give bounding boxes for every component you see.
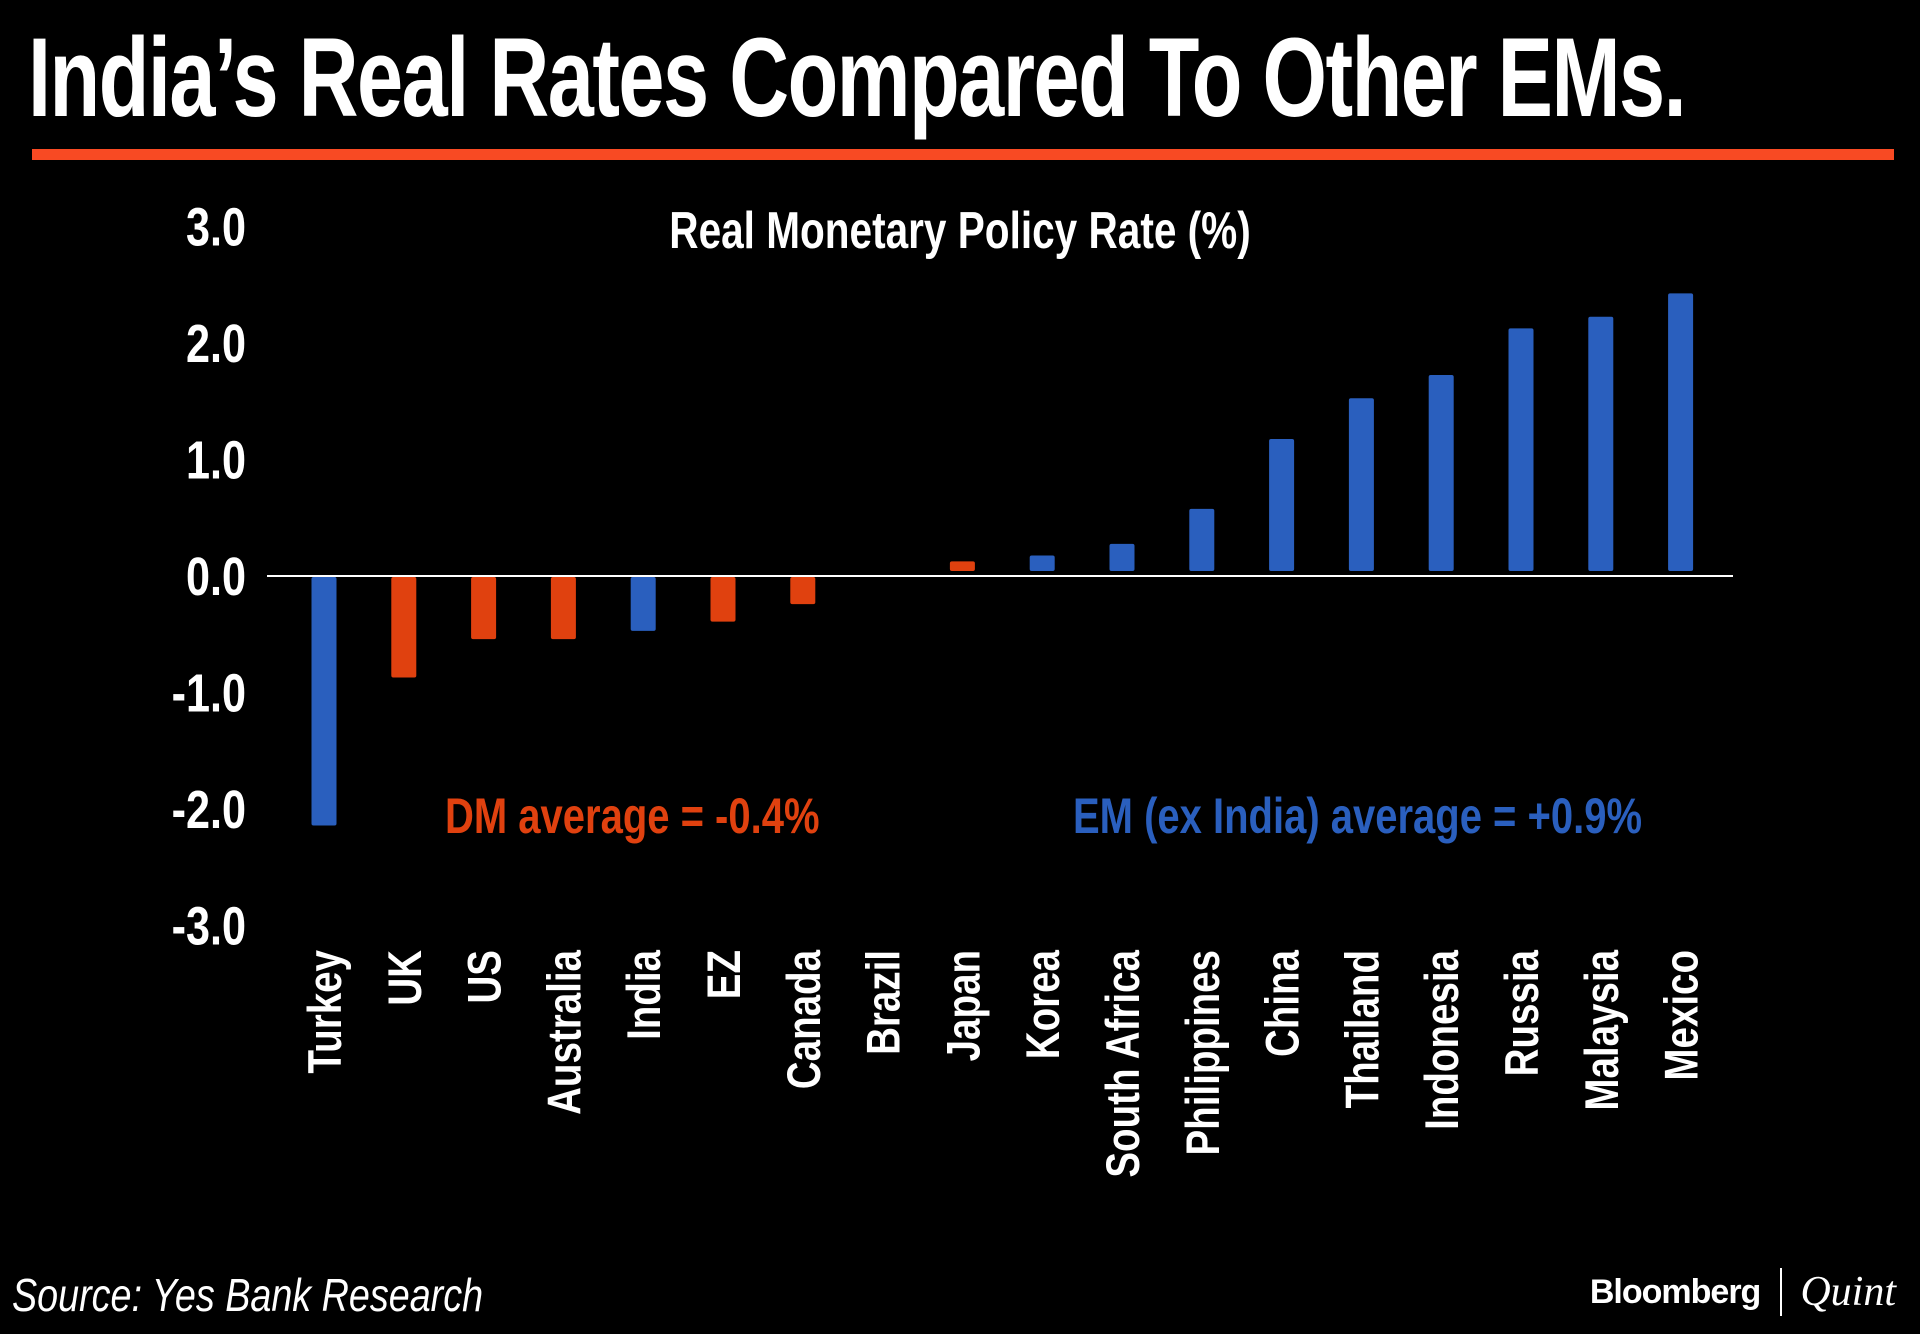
x-tick-label: US — [459, 950, 511, 1004]
title-underline — [32, 149, 1894, 160]
brand-divider — [1780, 1268, 1783, 1316]
x-tick-label: India — [619, 949, 671, 1040]
bar-malaysia — [1588, 316, 1614, 571]
bar-russia — [1508, 328, 1534, 571]
bar-us — [471, 577, 497, 640]
x-tick-label: South Africa — [1097, 949, 1149, 1178]
x-tick-label: Turkey — [299, 950, 351, 1074]
quint-wordmark: Quint — [1800, 1269, 1896, 1315]
x-tick-label: EZ — [698, 950, 750, 999]
bars — [311, 293, 1694, 826]
x-tick-label: Indonesia — [1417, 949, 1469, 1130]
chart-title: Real Monetary Policy Rate (%) — [669, 201, 1250, 259]
bar-australia — [550, 577, 576, 640]
brand-logo: Bloomberg Quint — [1590, 1262, 1896, 1322]
x-tick-label: Russia — [1496, 949, 1548, 1076]
bloomberg-wordmark: Bloomberg — [1589, 1272, 1761, 1311]
x-tick-label: Korea — [1018, 949, 1070, 1059]
y-tick-label: 0.0 — [186, 548, 246, 608]
bar-philippines — [1189, 508, 1215, 571]
bar-korea — [1029, 555, 1055, 571]
x-axis: Turkey UK US Australia India EZ Canada Brazil Ja… — [299, 949, 1708, 1178]
y-tick-label: -1.0 — [172, 664, 246, 724]
y-tick-label: 1.0 — [186, 431, 246, 491]
x-tick-label: UK — [379, 950, 431, 1006]
y-tick-label: 3.0 — [186, 198, 246, 258]
bar-china — [1269, 439, 1295, 571]
x-tick-label: Mexico — [1656, 950, 1708, 1081]
y-tick-label: -3.0 — [172, 897, 246, 957]
x-tick-label: Brazil — [858, 950, 910, 1055]
x-tick-label: China — [1257, 949, 1309, 1057]
bar-uk — [391, 577, 417, 678]
bar-mexico — [1668, 293, 1694, 571]
bar-india — [630, 577, 656, 631]
em-average-annotation: EM (ex India) average = +0.9% — [1073, 788, 1642, 844]
bar-south-africa — [1109, 543, 1135, 571]
bar-thailand — [1348, 398, 1374, 571]
page-title: India’s Real Rates Compared To Other EMs… — [28, 15, 1687, 140]
y-tick-label: -2.0 — [172, 781, 246, 841]
bar-canada — [790, 577, 816, 605]
y-tick-label: 2.0 — [186, 315, 246, 375]
bar-japan — [949, 561, 975, 571]
bar-indonesia — [1428, 374, 1454, 571]
x-tick-label: Japan — [938, 950, 990, 1061]
x-tick-label: Thailand — [1337, 950, 1389, 1108]
source-note: Source: Yes Bank Research — [12, 1269, 484, 1321]
y-axis: 3.0 2.0 1.0 0.0 -1.0 -2.0 -3.0 — [172, 198, 246, 957]
x-tick-label: Philippines — [1177, 950, 1229, 1156]
dm-average-annotation: DM average = -0.4% — [445, 788, 820, 844]
bar-turkey — [311, 577, 337, 826]
bar-ez — [710, 577, 736, 622]
x-tick-label: Malaysia — [1576, 949, 1628, 1111]
x-tick-label: Canada — [778, 949, 830, 1089]
x-tick-label: Australia — [539, 949, 591, 1115]
